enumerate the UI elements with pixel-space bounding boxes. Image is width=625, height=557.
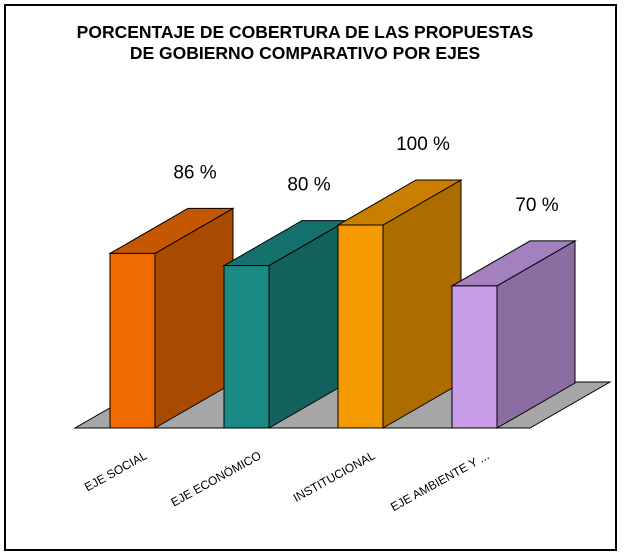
- data-label: 100 %: [396, 134, 450, 155]
- x-tick-label: EJE ECONÓMICO: [168, 448, 263, 510]
- chart-title: PORCENTAJE DE COBERTURA DE LAS PROPUESTA…: [76, 22, 534, 63]
- frame: [4, 4, 617, 551]
- bar: [109, 252, 156, 429]
- bar: [223, 265, 270, 429]
- data-label: 80 %: [287, 175, 330, 196]
- x-tick-label: INSTITUCIONAL: [291, 448, 378, 505]
- x-tick-label: EJE SOCIAL: [82, 448, 150, 494]
- data-label: 86 %: [173, 162, 216, 183]
- x-tick-label: EJE AMBIENTE Y ...: [388, 448, 491, 514]
- data-label: 70 %: [515, 195, 558, 216]
- bar: [451, 285, 498, 429]
- bar: [337, 224, 384, 429]
